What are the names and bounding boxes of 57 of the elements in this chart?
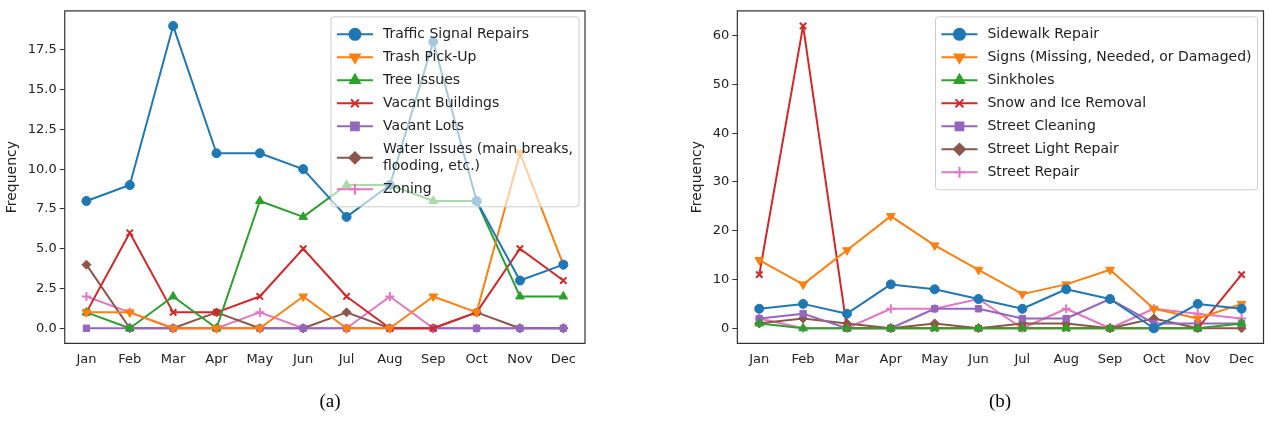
y-tick-label: 10 [712, 270, 730, 286]
x-tick-label: Dec [550, 350, 576, 366]
x-tick-label: Mar [834, 350, 860, 366]
text: (b) [988, 390, 1012, 412]
y-tick-label: 2.5 [36, 279, 57, 295]
legend-label: Sidewalk Repair [987, 24, 1100, 41]
legend-label: Tree Issues [381, 70, 461, 87]
legend-label: Vacant Buildings [382, 93, 500, 110]
y-tick-label: 50 [712, 75, 730, 91]
y-tick-label: 40 [712, 124, 730, 140]
y-tick-label: 20 [712, 222, 730, 238]
y-tick-label: 0.0 [36, 319, 57, 335]
legend-label: Zoning [382, 179, 432, 196]
legend-label: Street Cleaning [987, 116, 1096, 133]
legend-label: Trash Pick-Up [381, 47, 477, 64]
legend-label: Water Issues (main breaks, flooding, etc.) [382, 139, 574, 173]
text: (a) [319, 390, 341, 412]
x-tick-label: Jul [1013, 350, 1031, 366]
y-tick-label: 5.0 [36, 240, 57, 256]
x-tick-label: May [921, 350, 949, 366]
y-axis-title: Frequency [3, 140, 20, 214]
y-tick-label: 60 [712, 27, 730, 43]
legend-label: Signs (Missing, Needed, or Damaged) [987, 47, 1252, 64]
legend-label: Street Light Repair [987, 139, 1119, 156]
x-tick-label: Apr [879, 350, 903, 366]
x-tick-label: Nov [507, 350, 533, 366]
x-tick-label: Jul [337, 350, 355, 366]
x-tick-label: Jun [967, 350, 989, 366]
y-tick-label: 0 [721, 319, 730, 335]
y-tick-label: 7.5 [36, 200, 57, 216]
x-tick-label: Mar [160, 350, 187, 366]
x-tick-label: May [246, 350, 274, 366]
x-tick-label: Jan [748, 350, 770, 366]
y-tick-label: 15.0 [27, 80, 57, 96]
legend-label: Street Repair [987, 162, 1080, 179]
x-tick-label: Oct [1142, 350, 1166, 366]
x-tick-label: Oct [465, 350, 488, 366]
x-tick-label: Feb [118, 350, 142, 366]
x-tick-label: Apr [205, 350, 229, 366]
x-tick-label: Jan [75, 350, 97, 366]
x-tick-label: Nov [1185, 350, 1211, 366]
y-tick-label: 12.5 [27, 120, 57, 136]
x-tick-label: Aug [1053, 350, 1079, 366]
y-tick-label: 30 [712, 173, 730, 189]
legend-label: Traffic Signal Repairs [381, 24, 530, 41]
x-tick-label: Dec [1229, 350, 1255, 366]
x-tick-label: Aug [377, 350, 403, 366]
y-tick-label: 10.0 [27, 160, 57, 176]
y-tick-label: 17.5 [27, 41, 57, 57]
legend-label: Sinkholes [987, 70, 1055, 87]
x-tick-label: Sep [421, 350, 446, 366]
x-tick-label: Sep [1097, 350, 1123, 366]
x-tick-label: Jun [292, 350, 314, 366]
x-tick-label: Feb [791, 350, 815, 366]
legend-label: Vacant Lots [382, 116, 465, 133]
legend-label: Snow and Ice Removal [987, 93, 1147, 110]
y-axis-title: Frequency [688, 140, 705, 214]
